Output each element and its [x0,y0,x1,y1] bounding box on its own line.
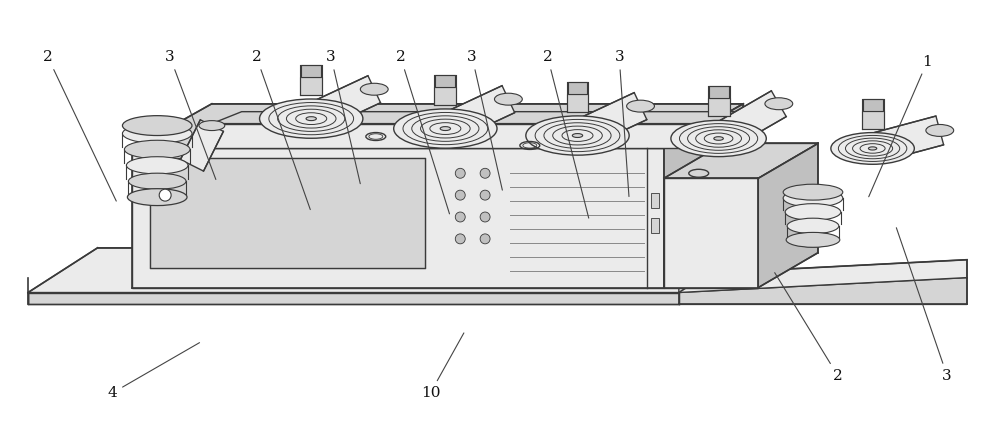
Ellipse shape [260,99,363,138]
Polygon shape [664,178,758,288]
Polygon shape [28,248,748,293]
Circle shape [455,212,465,222]
Polygon shape [708,98,730,116]
Polygon shape [150,158,425,268]
Ellipse shape [128,173,186,189]
Ellipse shape [765,98,793,110]
Ellipse shape [783,189,843,207]
Polygon shape [709,86,729,98]
Polygon shape [212,112,773,123]
Ellipse shape [440,126,451,130]
Ellipse shape [786,233,840,247]
Ellipse shape [127,189,187,206]
Ellipse shape [785,204,841,220]
Circle shape [480,168,490,178]
Ellipse shape [526,116,629,155]
Circle shape [455,234,465,244]
Circle shape [480,212,490,222]
Ellipse shape [714,137,723,140]
Ellipse shape [494,93,522,105]
Text: 3: 3 [467,50,502,190]
Text: 2: 2 [775,273,843,383]
Polygon shape [863,99,883,111]
Text: 2: 2 [396,50,449,214]
Ellipse shape [360,83,388,95]
Ellipse shape [789,233,837,247]
Text: 4: 4 [108,343,200,400]
Polygon shape [679,278,967,304]
Polygon shape [28,293,679,304]
Text: 2: 2 [252,50,310,210]
Text: 10: 10 [421,333,464,400]
Polygon shape [862,111,884,129]
Circle shape [480,190,490,200]
Text: 2: 2 [543,50,589,218]
Polygon shape [434,87,456,105]
Polygon shape [568,82,587,94]
Ellipse shape [122,116,192,136]
Ellipse shape [394,109,497,148]
Polygon shape [305,76,381,132]
Ellipse shape [787,218,839,234]
Circle shape [480,234,490,244]
Circle shape [455,190,465,200]
Ellipse shape [868,147,877,150]
Circle shape [455,168,465,178]
Ellipse shape [199,121,225,131]
Polygon shape [869,116,944,163]
Ellipse shape [572,133,583,138]
Polygon shape [567,94,588,112]
Polygon shape [664,104,743,288]
Polygon shape [300,77,322,95]
Ellipse shape [783,184,843,200]
Ellipse shape [306,116,316,121]
Polygon shape [571,93,647,149]
Ellipse shape [926,124,954,136]
Text: 3: 3 [165,50,216,180]
Text: 3: 3 [896,228,952,383]
Polygon shape [132,104,743,149]
Ellipse shape [122,124,192,143]
Circle shape [159,189,171,201]
Polygon shape [435,75,455,87]
Ellipse shape [831,132,914,164]
Polygon shape [664,143,818,178]
Ellipse shape [124,140,190,158]
Polygon shape [679,260,967,293]
Polygon shape [711,91,786,152]
Text: 3: 3 [614,50,629,197]
Polygon shape [132,149,664,288]
Ellipse shape [627,100,654,112]
Text: 1: 1 [869,55,932,197]
Text: 3: 3 [326,50,360,184]
Polygon shape [439,86,515,142]
Ellipse shape [126,157,188,174]
Polygon shape [301,65,321,77]
Polygon shape [180,120,223,171]
Polygon shape [651,193,659,208]
Ellipse shape [671,120,766,157]
Polygon shape [212,123,743,149]
Ellipse shape [130,190,184,205]
Polygon shape [758,143,818,288]
Polygon shape [651,218,659,233]
Text: 2: 2 [43,50,116,201]
